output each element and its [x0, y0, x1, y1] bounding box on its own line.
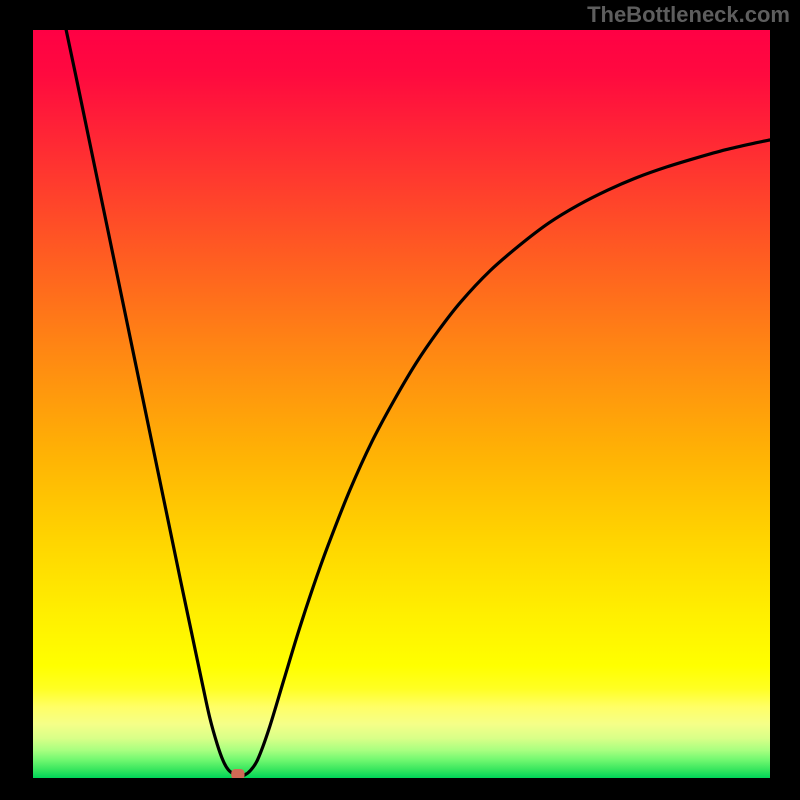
chart-plot-area	[33, 30, 770, 778]
chart-svg	[33, 30, 770, 778]
optimal-point-marker	[231, 769, 244, 778]
watermark-text: TheBottleneck.com	[587, 2, 790, 28]
